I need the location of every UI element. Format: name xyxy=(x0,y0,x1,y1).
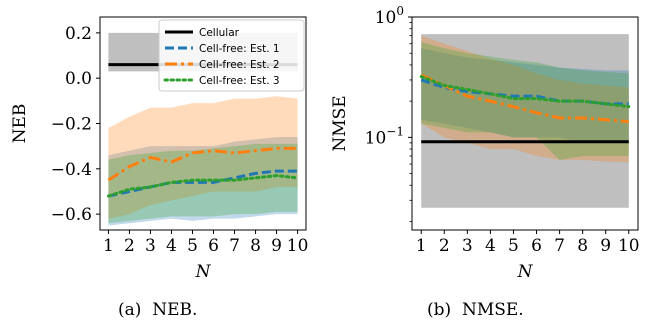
panel-nmse: 1 2 3 4 5 6 7 8 9 10 100 10−1 N NMSE xyxy=(330,4,640,282)
x-tick-label: 7 xyxy=(229,236,240,256)
band-cellular xyxy=(421,34,629,208)
line-cell-free-est-3 xyxy=(106,174,300,198)
caption-nmse: (b) NMSE. xyxy=(427,300,524,320)
x-tick-label: 2 xyxy=(124,236,135,256)
y-tick-label: 0.0 xyxy=(65,69,92,89)
y-tick-label: 0.2 xyxy=(65,24,92,44)
x-tick-label: 8 xyxy=(250,236,261,256)
line-cell-free-est-2 xyxy=(107,146,298,182)
plot-area xyxy=(106,32,300,226)
y-tick-label: −0.2 xyxy=(51,115,92,135)
x-tick-label: 10 xyxy=(618,236,640,256)
x-axis-label: N xyxy=(517,262,534,282)
legend-label-cell-free-est-3: Cell-free: Est. 3 xyxy=(199,75,280,87)
x-tick-label: 1 xyxy=(103,236,114,256)
y-tick-label: −0.4 xyxy=(51,160,92,180)
y-axis-label: NEB xyxy=(10,104,30,144)
x-axis-label: N xyxy=(195,262,212,282)
plot-frame xyxy=(411,16,639,231)
y-tick-label: 100 xyxy=(375,4,404,28)
legend-label-cell-free-est-1: Cell-free: Est. 1 xyxy=(199,43,280,55)
legend: Cellular Cell-free: Est. 1 Cell-free: Est.… xyxy=(158,19,305,92)
figure: 1 2 3 4 5 6 7 8 9 100.20.0−0.2−0.4−0.6NNEBCellula… xyxy=(10,4,640,282)
line-cell-free-est-2 xyxy=(420,73,629,124)
x-tick-label: 2 xyxy=(439,236,450,256)
y-tick-label: −0.6 xyxy=(51,205,92,225)
x-tick-label: 5 xyxy=(187,236,198,256)
x-tick-label: 1 xyxy=(416,236,427,256)
legend-label-cellular: Cellular xyxy=(199,27,240,39)
x-tick-label: 4 xyxy=(485,236,496,256)
x-tick-label: 3 xyxy=(462,236,473,256)
x-tick-label: 3 xyxy=(145,236,156,256)
y-axis-label: NMSE xyxy=(330,95,350,151)
x-tick-label: 10 xyxy=(287,236,309,256)
x-tick-label: 8 xyxy=(577,236,588,256)
legend-label-cell-free-est-2: Cell-free: Est. 2 xyxy=(199,59,280,71)
x-tick-label: 5 xyxy=(508,236,519,256)
plot-area xyxy=(419,34,631,208)
x-tick-label: 4 xyxy=(166,236,177,256)
band-cell-free-est-3 xyxy=(421,41,629,160)
band-cell-free-est-2 xyxy=(108,96,298,219)
y-tick-label: 10−1 xyxy=(365,124,404,148)
line-cell-free-est-3 xyxy=(419,75,631,109)
legend-frame xyxy=(158,19,305,92)
panel-neb: 1 2 3 4 5 6 7 8 9 10 0.2 0.0 −0.2 −0.4 −0.6 N NEB Cellula… xyxy=(10,16,309,282)
x-tick-label: 9 xyxy=(271,236,282,256)
x-tick-label: 9 xyxy=(600,236,611,256)
x-tick-label: 6 xyxy=(531,236,542,256)
x-tick-label: 7 xyxy=(554,236,565,256)
x-tick-label: 6 xyxy=(208,236,219,256)
caption-neb: (a) NEB. xyxy=(118,300,198,320)
